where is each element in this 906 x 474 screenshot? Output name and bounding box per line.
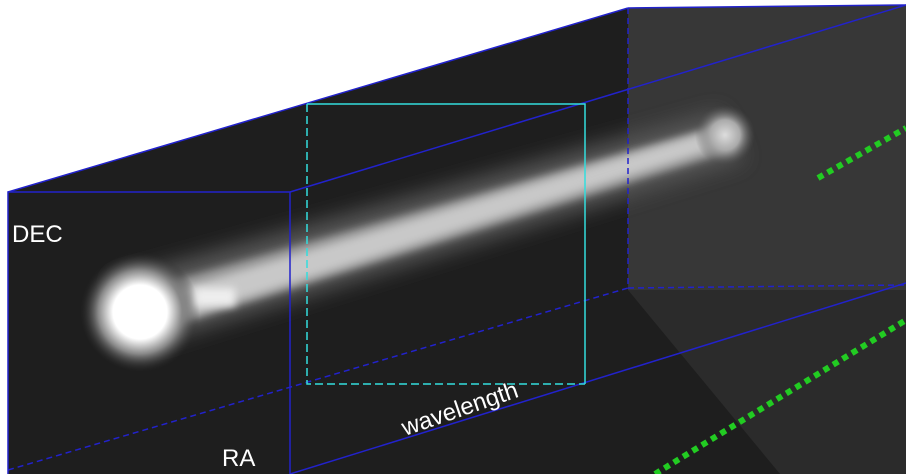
ra-label: RA xyxy=(222,445,255,472)
data-cube-diagram: DEC RA wavelength xyxy=(0,0,906,474)
dec-label: DEC xyxy=(12,221,63,248)
